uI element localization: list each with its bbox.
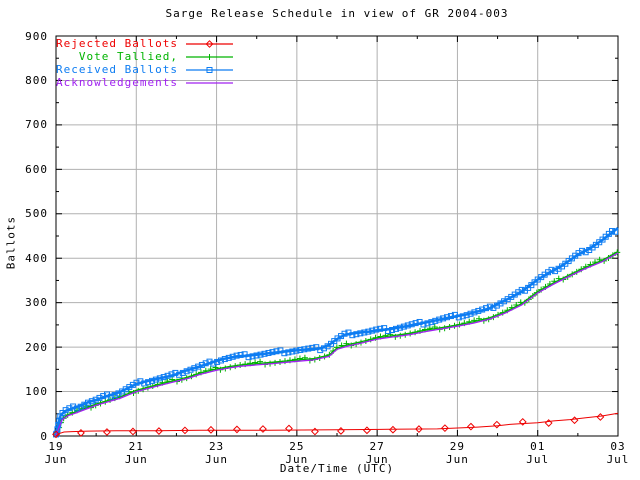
- x-tick-label: 29 Jun: [445, 440, 469, 466]
- y-tick-label: 300: [25, 296, 48, 310]
- chart-title: Sarge Release Schedule in view of GR 200…: [165, 7, 509, 20]
- y-tick-label: 900: [25, 29, 48, 43]
- y-tick-label: 100: [25, 385, 48, 399]
- x-tick-label: 01 Jul: [526, 440, 550, 466]
- y-tick-label: 800: [25, 73, 48, 87]
- x-tick-label: 25 Jun: [285, 440, 309, 466]
- x-tick-label: 27 Jun: [365, 440, 389, 466]
- x-tick-label: 03 Jul: [606, 440, 630, 466]
- x-tick-label: 23 Jun: [205, 440, 228, 466]
- y-tick-label: 200: [25, 340, 48, 354]
- legend-entry: Acknowledgements: [56, 76, 178, 89]
- x-tick-label: 19 Jun: [44, 440, 68, 466]
- legend-entry: Received Ballots: [56, 63, 178, 76]
- y-tick-label: 700: [25, 118, 48, 132]
- y-tick-label: 500: [25, 207, 48, 221]
- legend-entry: Rejected Ballots: [56, 37, 178, 50]
- x-tick-label: 21 Jun: [124, 440, 148, 466]
- y-tick-label: 0: [40, 429, 48, 443]
- y-tick-label: 400: [25, 251, 48, 265]
- legend-entry: Vote Tallied,: [78, 50, 178, 63]
- x-axis-label: Date/Time (UTC): [279, 462, 395, 475]
- y-tick-label: 600: [25, 162, 48, 176]
